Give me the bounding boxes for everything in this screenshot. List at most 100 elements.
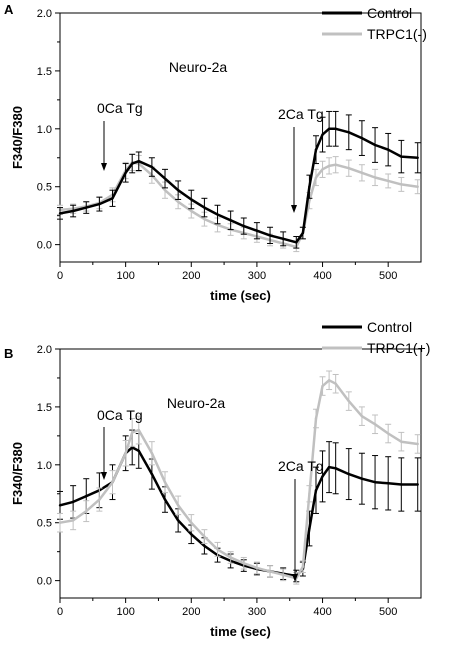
annotation-label: 2Ca Tg (278, 106, 324, 122)
data-point (111, 480, 114, 484)
data-point (137, 160, 140, 163)
data-point (347, 472, 350, 476)
chart-panel-b: B 0 100 200 300 400 500 0.0 0.5 1.0 1.5 2.0 time (se… (4, 319, 430, 639)
data-point (347, 131, 350, 134)
data-point (360, 171, 364, 175)
annotation-arrow-head (291, 205, 297, 213)
panel-letter: A (4, 2, 14, 17)
data-point (216, 548, 219, 551)
data-point (85, 494, 88, 498)
cell-line-label: Neuro-2a (167, 395, 226, 411)
x-tick-label: 200 (182, 606, 200, 618)
y-tick-label: 1.5 (37, 66, 52, 78)
data-point (400, 183, 403, 186)
annotation-arrow-head (101, 472, 107, 480)
data-point (321, 133, 324, 136)
data-point (416, 156, 419, 159)
legend-label: Control (367, 319, 412, 335)
annotation-arrow-head (292, 574, 298, 582)
series-line (59, 161, 418, 249)
data-point (386, 482, 390, 485)
data-point (58, 212, 62, 215)
data-point (386, 179, 390, 183)
annotation-arrow-head (101, 163, 107, 171)
data-point (347, 399, 350, 403)
data-point (373, 143, 377, 147)
data-point (163, 480, 167, 484)
data-point (308, 492, 311, 495)
data-point (334, 127, 337, 131)
legend-label: TRPC1(-) (367, 26, 427, 42)
x-tick-label: 300 (248, 270, 266, 282)
data-point (163, 188, 167, 192)
data-point (268, 234, 272, 237)
x-axis-title: time (sec) (210, 624, 271, 639)
data-point (416, 185, 419, 188)
y-tick-label: 0.0 (37, 576, 52, 588)
x-tick-label: 500 (379, 270, 397, 282)
data-point (150, 452, 154, 455)
chart-panel-a: A 0 100 200 300 400 500 0.0 0.5 1.0 1.5 2.0 time (se… (4, 2, 427, 303)
data-point (327, 164, 331, 168)
plot-frame (59, 348, 422, 599)
cell-line-label: Neuro-2a (169, 59, 228, 75)
x-tick-label: 400 (313, 270, 331, 282)
data-point (321, 475, 324, 478)
series-line (59, 379, 418, 580)
y-tick-label: 1.0 (37, 124, 52, 136)
data-point (176, 519, 180, 522)
annotation-label: 2Ca Tg (278, 458, 324, 474)
data-point (229, 556, 232, 559)
data-point (85, 509, 88, 513)
data-point (255, 566, 259, 570)
data-point (334, 467, 337, 470)
x-tick-label: 100 (116, 270, 134, 282)
data-point (190, 533, 193, 536)
data-point (301, 565, 305, 568)
annotation-label: 0Ca Tg (97, 100, 143, 116)
data-point (242, 562, 245, 565)
data-point (321, 168, 324, 171)
panel-letter: B (4, 346, 13, 361)
data-point (85, 206, 88, 209)
y-tick-label: 1.5 (37, 402, 52, 414)
data-point (386, 432, 390, 435)
data-point (190, 209, 193, 213)
data-point (255, 229, 259, 232)
data-point (58, 521, 62, 524)
data-point (400, 483, 403, 486)
data-point (131, 446, 134, 449)
data-point (314, 148, 318, 151)
x-tick-label: 0 (57, 270, 63, 282)
data-point (229, 219, 232, 222)
data-point (203, 206, 206, 209)
series-line (59, 127, 418, 244)
data-point (308, 527, 311, 530)
data-point (216, 213, 219, 216)
y-tick-label: 2.0 (37, 344, 52, 356)
data-point (203, 217, 206, 221)
data-point (360, 414, 364, 418)
data-point (308, 199, 311, 202)
data-point (150, 165, 154, 169)
data-point (386, 148, 390, 151)
data-point (71, 519, 75, 522)
data-point (98, 498, 101, 501)
data-point (163, 498, 167, 501)
data-point (190, 198, 193, 201)
data-point (373, 480, 377, 484)
data-point (111, 197, 114, 200)
x-tick-label: 400 (313, 606, 331, 618)
y-tick-label: 0.5 (37, 518, 52, 530)
data-point (334, 382, 337, 385)
x-tick-label: 100 (116, 606, 134, 618)
data-point (360, 136, 364, 140)
data-point (327, 465, 331, 469)
data-point (400, 155, 403, 158)
annotation-label: 0Ca Tg (97, 407, 143, 423)
legend-label: TRPC1(+) (367, 340, 430, 356)
data-point (131, 431, 134, 434)
series-line (59, 446, 418, 578)
series-control (57, 429, 421, 583)
